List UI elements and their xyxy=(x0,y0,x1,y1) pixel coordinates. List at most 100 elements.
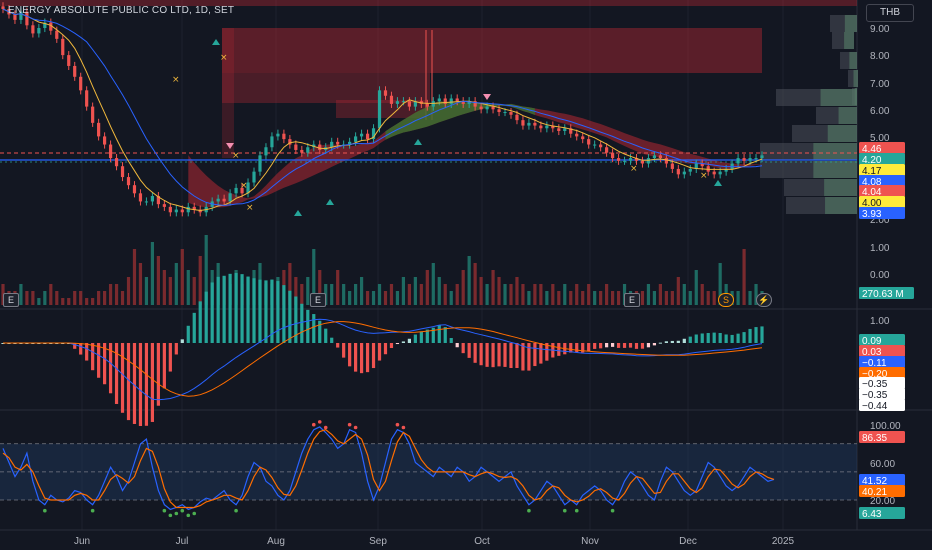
volume-bar xyxy=(186,270,190,305)
macd-histogram-bar xyxy=(240,274,244,343)
candle-body xyxy=(348,141,352,145)
macd-histogram-bar xyxy=(413,334,417,343)
volume-bar xyxy=(288,263,292,305)
candle-body xyxy=(132,185,137,194)
volume-bar xyxy=(67,298,71,305)
macd-histogram-bar xyxy=(610,343,615,347)
volume-bar xyxy=(1,284,5,305)
macd-histogram-bar xyxy=(198,301,202,343)
macd-histogram-bar xyxy=(622,343,627,348)
volume-bar xyxy=(521,284,525,305)
volume-bar xyxy=(150,242,155,305)
time-tick-label: Jul xyxy=(176,536,189,547)
volume-bar xyxy=(389,284,394,305)
overbought-dot xyxy=(311,422,316,427)
supply-zone xyxy=(222,28,234,158)
stochastic-tick-label: 60.00 xyxy=(870,459,895,470)
candlestick-series xyxy=(1,2,764,217)
volume-bar xyxy=(712,291,716,305)
oversold-dot xyxy=(186,513,191,518)
buy-signal-triangle xyxy=(414,139,422,145)
candle-body xyxy=(509,112,513,115)
candle-body xyxy=(640,160,645,164)
macd-histogram-bar xyxy=(120,343,125,413)
currency-button[interactable]: THB xyxy=(866,4,914,22)
volume-tick-label: 0.00 xyxy=(870,270,890,281)
macd-histogram-bar xyxy=(138,343,143,427)
macd-histogram-bar xyxy=(288,290,292,343)
supply-zone xyxy=(222,28,762,73)
volume-bar xyxy=(79,291,83,305)
volume-bar xyxy=(97,291,101,305)
candle-body xyxy=(712,171,716,175)
macd-histogram-bar xyxy=(664,341,668,343)
cloud-area xyxy=(188,100,763,208)
candle-body xyxy=(760,155,764,159)
volume-bar xyxy=(306,277,310,305)
macd-histogram-bar xyxy=(605,343,609,348)
earnings-event-marker[interactable]: E xyxy=(3,293,19,307)
oversold-dot xyxy=(574,508,579,513)
volume-bar xyxy=(359,277,364,305)
macd-histogram-bar xyxy=(180,339,184,343)
macd-histogram-bar xyxy=(652,343,657,346)
candle-body xyxy=(569,128,573,134)
macd-histogram-bar xyxy=(730,334,734,343)
macd-value-tag: −0.35 xyxy=(862,379,888,390)
macd-histogram-bar xyxy=(479,343,483,366)
macd-histogram-bar xyxy=(371,343,376,369)
volume-bar xyxy=(114,284,119,305)
candle-body xyxy=(114,158,119,167)
buy-signal-triangle xyxy=(326,199,334,205)
cross-signal-marker: × xyxy=(246,203,254,213)
candle-body xyxy=(694,163,698,169)
volume-bar xyxy=(443,284,447,305)
cross-signal-marker: × xyxy=(172,75,180,85)
candle-body xyxy=(276,133,280,137)
macd-histogram-bar xyxy=(700,333,704,343)
earnings-event-marker[interactable]: E xyxy=(624,293,640,307)
stochastic-k-line xyxy=(2,426,775,511)
price-label-tag: 4.46 xyxy=(862,144,882,155)
macd-histogram-bar xyxy=(102,343,107,385)
sell-signal-triangle xyxy=(226,143,234,149)
macd-histogram-bar xyxy=(533,343,537,367)
macd-value-tag: 0.09 xyxy=(862,336,882,347)
candle-body xyxy=(527,122,531,126)
candle-body xyxy=(533,122,537,126)
candle-body xyxy=(521,120,525,126)
macd-histogram-bar xyxy=(503,343,507,367)
volume-bar xyxy=(527,291,531,305)
candle-body xyxy=(300,149,304,153)
macd-histogram-bar xyxy=(126,343,131,421)
volume-bar xyxy=(754,284,758,305)
split-event-marker[interactable]: S xyxy=(718,293,734,307)
volume-profile-bar xyxy=(825,197,857,214)
buy-signal-triangle xyxy=(212,39,220,45)
macd-histogram-bar xyxy=(628,343,633,348)
volume-bar xyxy=(539,284,543,305)
volume-bar xyxy=(431,263,435,305)
candle-body xyxy=(294,144,298,150)
volume-bar xyxy=(587,284,591,305)
earnings-event-marker[interactable]: E xyxy=(310,293,326,307)
macd-value-tag-bg xyxy=(859,388,905,400)
volume-bar xyxy=(318,270,322,305)
supply-zone xyxy=(222,73,430,103)
volume-bar xyxy=(395,291,400,305)
macd-histogram-bar xyxy=(258,279,262,343)
lightning-event-icon[interactable]: ⚡ xyxy=(756,293,772,307)
volume-bar xyxy=(616,291,621,305)
cross-signal-marker: × xyxy=(700,171,708,181)
candle-body xyxy=(443,98,447,104)
macd-value-tag: −0.20 xyxy=(862,369,888,380)
overbought-dot xyxy=(395,422,400,427)
candle-body xyxy=(736,158,740,164)
volume-bar xyxy=(491,270,495,305)
price-label-tag-bg xyxy=(859,185,905,197)
volume-bar xyxy=(581,291,585,305)
candle-body xyxy=(539,125,543,129)
candle-body xyxy=(676,168,680,175)
macd-histogram-bar xyxy=(324,328,328,343)
macd-value-tag: −0.11 xyxy=(862,358,887,369)
